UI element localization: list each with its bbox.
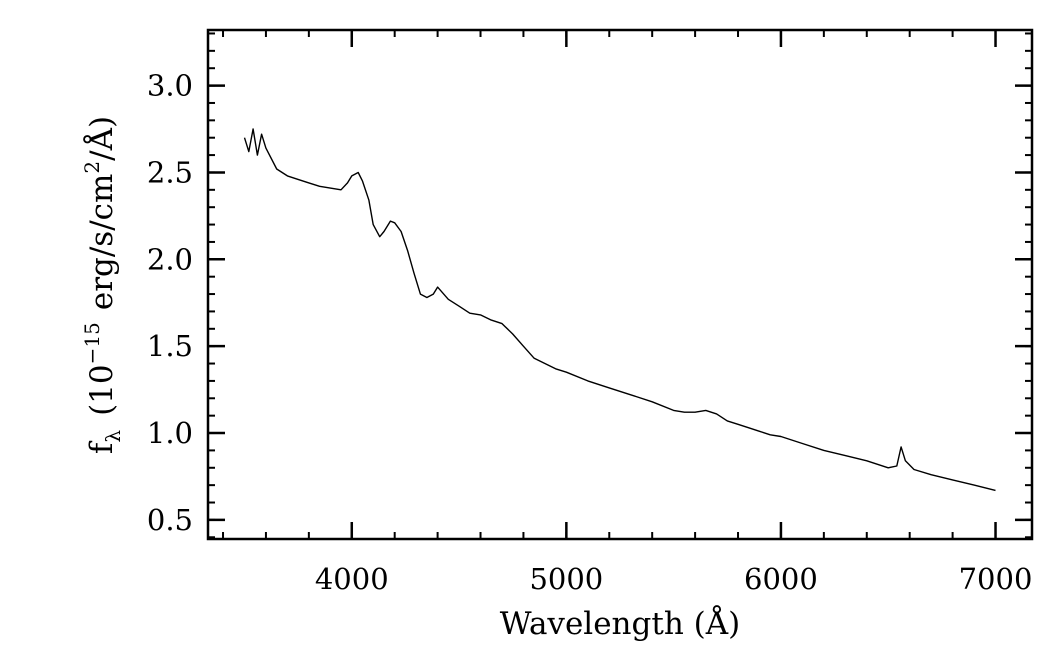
y-axis-title-tail: /Å) — [82, 116, 120, 161]
y-tick-label: 1.5 — [147, 329, 193, 363]
y-axis-title-units: erg/s/cm — [84, 174, 120, 311]
y-axis-title-base: f — [84, 440, 120, 454]
y-axis-title-open: (10 — [84, 364, 120, 416]
spectrum-line — [243, 128, 996, 492]
x-tick-label: 4000 — [315, 562, 389, 596]
x-tick-label: 7000 — [959, 562, 1033, 596]
series-group — [243, 128, 996, 492]
y-tick-label: 0.5 — [147, 503, 193, 537]
axis-tick-labels: 4000 5000 6000 7000 0.5 1.0 1.5 2.0 2.5 3.0 — [147, 69, 1033, 596]
x-tick-label: 6000 — [744, 562, 818, 596]
x-axis-title: Wavelength (Å) — [500, 604, 740, 642]
y-tick-label: 2.5 — [147, 155, 193, 189]
y-tick-label: 3.0 — [147, 69, 193, 103]
plot-frame — [206, 28, 1034, 541]
y-axis-title-subscript: λ — [101, 430, 125, 443]
y-tick-label: 2.0 — [147, 242, 193, 276]
y-axis-title-units-superscript: 2 — [80, 161, 104, 174]
x-tick-label: 5000 — [529, 562, 603, 596]
y-tick-label: 1.0 — [147, 416, 193, 450]
y-axis-title-exponent: −15 — [80, 322, 104, 364]
y-axis-title: fλ (10−15 erg/s/cm2/Å) — [80, 116, 125, 454]
